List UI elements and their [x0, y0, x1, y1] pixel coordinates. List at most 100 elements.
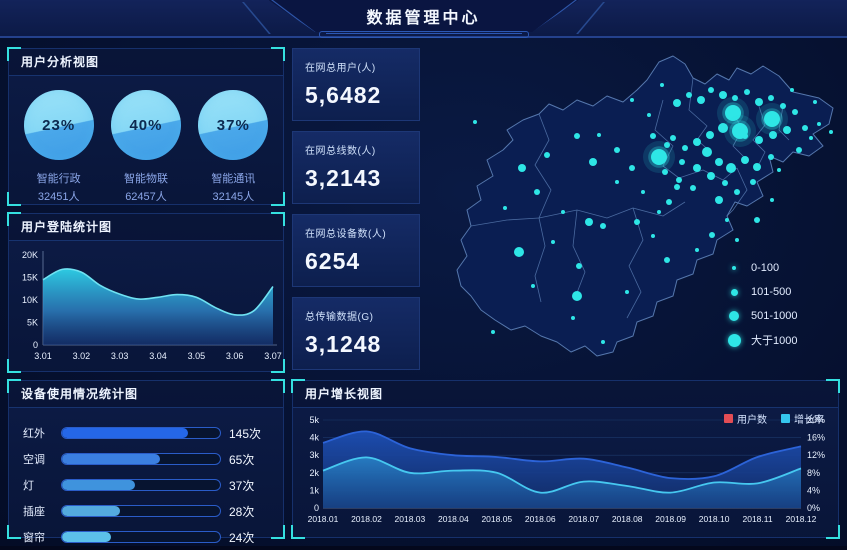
gauge-label: 智能行政 [36, 173, 81, 185]
legend-label: 大于1000 [751, 335, 798, 347]
region-map [456, 55, 834, 357]
gauge-item[interactable]: 23% 智能行政 32451人 [17, 90, 101, 204]
gauge-count: 32145人 [212, 191, 255, 203]
svg-text:2018.12: 2018.12 [786, 514, 817, 524]
stat-value: 3,1248 [305, 331, 382, 357]
svg-text:5K: 5K [27, 318, 38, 328]
svg-text:3.07: 3.07 [264, 351, 282, 361]
device-row[interactable]: 窗帘 24次 [23, 524, 269, 550]
panel-login-stats-title: 用户登陆统计图 [9, 214, 283, 241]
device-bar-track [61, 453, 221, 465]
legend-label: 101-500 [751, 286, 792, 298]
device-value: 37次 [229, 478, 255, 493]
gauge-percent: 37% [216, 116, 250, 134]
svg-text:12%: 12% [807, 450, 825, 460]
liquid-gauge: 37% [198, 90, 269, 160]
legend-label: 增长率 [794, 415, 824, 426]
device-bar-fill [62, 532, 111, 542]
stat-value: 3,2143 [305, 165, 382, 191]
legend-dot-xlarge [727, 333, 741, 347]
header-bar: 数据管理中心 [0, 0, 847, 38]
svg-text:3.02: 3.02 [73, 351, 91, 361]
legend-dot-large [729, 311, 739, 321]
device-row[interactable]: 插座 28次 [23, 498, 269, 524]
svg-text:2018.05: 2018.05 [481, 514, 512, 524]
login-area-chart: 0 5K 10K 15K 20K 3.01 3.02 3.03 3.04 3.05 3.06 3.07 [22, 250, 282, 361]
gauge-label: 智能通讯 [211, 173, 256, 185]
legend-item-users[interactable]: 用户数 [724, 411, 767, 426]
stat-card-total-lines: 在网总线数(人) 3,2143 [292, 131, 420, 204]
device-usage-body: 红外 145次 空调 65次 灯 37次 插座 28次 窗帘 [9, 408, 283, 550]
device-row[interactable]: 空调 65次 [23, 446, 269, 472]
device-bar-fill [62, 428, 189, 438]
panel-device-usage-title: 设备使用情况统计图 [9, 381, 283, 408]
legend-swatch-users [724, 414, 733, 423]
page-title: 数据管理中心 [366, 10, 481, 27]
svg-text:2018.06: 2018.06 [525, 514, 556, 524]
device-bar-fill [62, 480, 135, 490]
panel-login-stats: 用户登陆统计图 0 5K 10K 15K 20K 3.01 3.02 3.03 3.04 3.05… [7, 212, 285, 373]
svg-text:5k: 5k [309, 415, 319, 425]
stat-label: 在网总设备数(人) [305, 229, 387, 240]
svg-text:16%: 16% [807, 433, 825, 443]
header-edge-right [532, 0, 577, 32]
device-label: 灯 [23, 480, 34, 492]
svg-text:0: 0 [33, 340, 38, 350]
device-bar-track [61, 505, 221, 517]
device-value: 24次 [229, 530, 255, 545]
svg-text:3.06: 3.06 [226, 351, 244, 361]
stat-card-total-devices: 在网总设备数(人) 6254 [292, 214, 420, 287]
gauge-percent: 40% [129, 116, 163, 134]
device-bar-track [61, 531, 221, 543]
svg-text:2018.10: 2018.10 [699, 514, 730, 524]
legend-swatch-growth-rate [781, 414, 790, 423]
device-bar-fill [62, 506, 121, 516]
map-scatter-dots [473, 83, 833, 344]
gauge-percent: 23% [42, 116, 76, 134]
device-bar-track [61, 479, 221, 491]
svg-text:2018.01: 2018.01 [308, 514, 339, 524]
svg-text:15K: 15K [22, 273, 38, 283]
svg-text:2018.04: 2018.04 [438, 514, 469, 524]
svg-text:2k: 2k [309, 468, 319, 478]
gauge-label: 智能物联 [123, 173, 168, 185]
svg-text:4k: 4k [309, 433, 319, 443]
svg-text:3k: 3k [309, 450, 319, 460]
stat-value: 5,6482 [305, 82, 382, 108]
user-analysis-body: 23% 智能行政 32451人 40% 智能物联 62457人 37% 智能通讯… [9, 76, 283, 204]
svg-text:2018.08: 2018.08 [612, 514, 643, 524]
svg-text:3.03: 3.03 [111, 351, 129, 361]
panel-device-usage: 设备使用情况统计图 红外 145次 空调 65次 灯 37次 插座 28次 [7, 379, 285, 545]
stat-label: 在网总线数(人) [305, 146, 376, 157]
map-legend-item: 101-500 [727, 280, 798, 304]
legend-label: 用户数 [737, 415, 767, 426]
panel-user-analysis: 用户分析视图 23% 智能行政 32451人 40% 智能物联 62457人 3… [7, 47, 285, 206]
map-legend: 0-100 101-500 501-1000 大于1000 [727, 256, 798, 352]
svg-text:8%: 8% [807, 468, 820, 478]
svg-text:20K: 20K [22, 250, 38, 260]
legend-item-growth-rate[interactable]: 增长率 [781, 411, 824, 426]
panel-user-growth: 用户增长视图 用户数 增长率 0 0% 1k 4% 2 [291, 379, 840, 539]
device-bar-track [61, 427, 221, 439]
gauge-item[interactable]: 40% 智能物联 62457人 [104, 90, 188, 204]
device-row[interactable]: 灯 37次 [23, 472, 269, 498]
legend-dot-small [732, 266, 736, 270]
stat-card-total-users: 在网总用户(人) 5,6482 [292, 48, 420, 121]
device-label: 红外 [23, 428, 45, 440]
svg-text:0%: 0% [807, 503, 820, 513]
svg-text:3.01: 3.01 [34, 351, 52, 361]
growth-area-chart: 0 0% 1k 4% 2k 8% 3k 12% 4k 16% 5k 20% 2018.01 2018.02… [308, 415, 825, 524]
svg-text:2018.07: 2018.07 [568, 514, 599, 524]
device-label: 空调 [23, 454, 45, 466]
header-slash-right [576, 2, 605, 34]
gauge-item[interactable]: 37% 智能通讯 32145人 [191, 90, 275, 204]
svg-text:2018.11: 2018.11 [742, 514, 772, 524]
stat-label: 在网总用户(人) [305, 63, 376, 74]
device-row[interactable]: 红外 145次 [23, 420, 269, 446]
svg-text:20%: 20% [807, 415, 825, 425]
header-title-block: 数据管理中心 [268, 0, 579, 32]
legend-label: 501-1000 [751, 310, 798, 322]
svg-text:0: 0 [314, 503, 319, 513]
growth-legend: 用户数 增长率 [724, 411, 824, 426]
